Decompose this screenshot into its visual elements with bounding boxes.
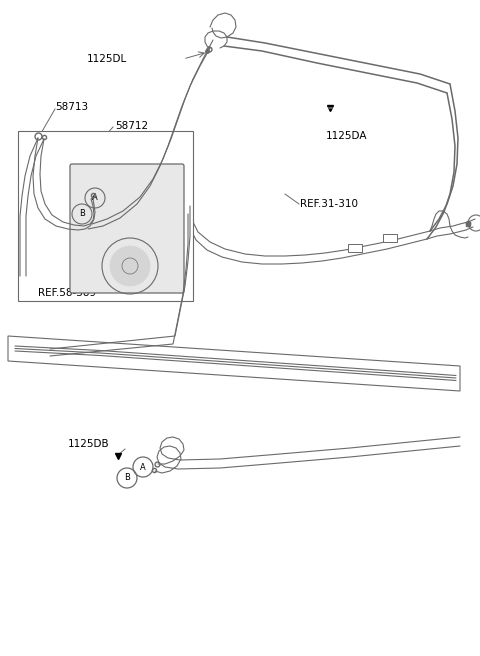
Text: REF.58-589: REF.58-589 bbox=[38, 288, 96, 298]
Bar bbox=[383, 234, 397, 242]
Text: 58713: 58713 bbox=[55, 102, 88, 112]
Text: 58712: 58712 bbox=[115, 121, 148, 131]
Text: 1125DL: 1125DL bbox=[87, 54, 127, 64]
Text: 1125DB: 1125DB bbox=[68, 439, 109, 449]
FancyBboxPatch shape bbox=[70, 164, 184, 293]
Text: B: B bbox=[79, 209, 85, 218]
Bar bbox=[18, 131, 193, 301]
Text: 1125DA: 1125DA bbox=[326, 131, 368, 141]
Text: REF.31-310: REF.31-310 bbox=[300, 199, 358, 209]
Bar bbox=[348, 244, 362, 252]
Circle shape bbox=[110, 246, 150, 286]
Polygon shape bbox=[8, 336, 460, 391]
Text: A: A bbox=[140, 462, 146, 472]
Text: B: B bbox=[124, 474, 130, 483]
Text: A: A bbox=[92, 194, 98, 203]
